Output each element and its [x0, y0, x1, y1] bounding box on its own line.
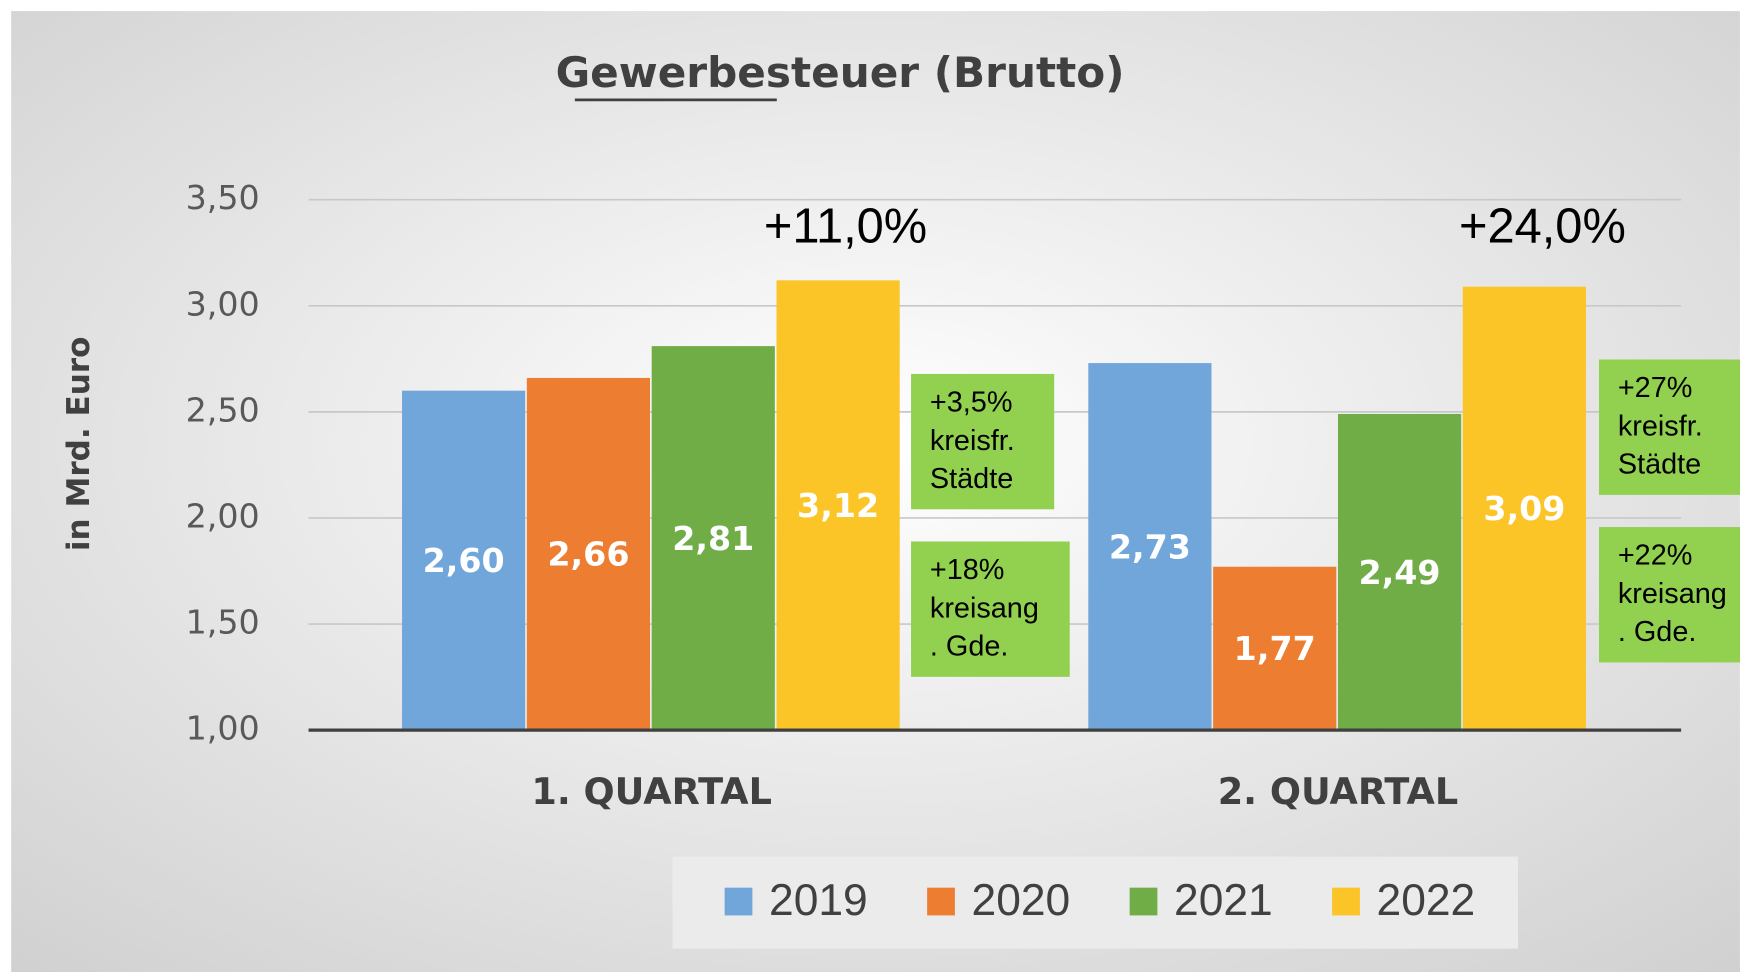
note-text: kreisfr. [1618, 410, 1703, 442]
legend-swatch [1129, 887, 1158, 916]
y-tick-label: 3,00 [186, 284, 260, 323]
note-text: +22% [1618, 540, 1693, 572]
note-text: +18% [930, 554, 1005, 586]
note-text: Städte [1618, 449, 1701, 481]
note-text: . Gde. [1618, 616, 1697, 648]
note-box [911, 373, 1055, 510]
note-text: kreisang [1618, 578, 1727, 610]
x-tick-label: 2. QUARTAL [1218, 770, 1459, 813]
bar [526, 377, 651, 731]
value-label: 1,77 [1234, 629, 1316, 668]
annotation: +11,0% [764, 200, 927, 254]
note-box [1599, 527, 1740, 663]
chart-title: Gewerbesteuer (Brutto) [556, 48, 1125, 97]
bar [1213, 566, 1337, 731]
note-text: kreisfr. [930, 425, 1015, 457]
y-tick-label: 1,00 [186, 709, 260, 748]
note-text: . Gde. [930, 631, 1009, 663]
legend-label: 2022 [1377, 876, 1476, 925]
value-label: 3,12 [797, 486, 879, 525]
y-tick-label: 3,50 [186, 178, 260, 217]
legend-label: 2019 [769, 876, 868, 925]
value-label: 2,66 [547, 535, 629, 574]
x-tick-label: 1. QUARTAL [531, 770, 772, 813]
value-label: 2,49 [1359, 553, 1441, 592]
legend-label: 2021 [1174, 876, 1273, 925]
value-label: 2,81 [672, 519, 754, 558]
note-box [1599, 359, 1740, 495]
y-axis-label: in Mrd. Euro [61, 337, 97, 552]
note-text: kreisang [930, 592, 1039, 624]
note-text: Städte [930, 463, 1013, 495]
note-box [911, 541, 1070, 677]
y-tick-label: 1,50 [186, 603, 260, 642]
value-label: 3,09 [1483, 489, 1565, 528]
annotation: +24,0% [1459, 200, 1626, 254]
bar [651, 346, 775, 731]
legend-label: 2020 [972, 876, 1071, 925]
y-tick-label: 2,00 [186, 496, 260, 535]
legend-swatch [1332, 887, 1360, 916]
note-text: +27% [1618, 372, 1693, 404]
bar [1462, 286, 1586, 731]
value-label: 2,60 [423, 541, 505, 580]
bar [776, 280, 900, 731]
y-tick-label: 2,50 [186, 390, 260, 429]
legend-background [672, 856, 1518, 949]
bar [1088, 363, 1212, 731]
bar [402, 390, 526, 731]
note-text: +3,5% [930, 387, 1013, 419]
legend-swatch [927, 887, 955, 916]
legend-swatch [724, 887, 753, 916]
bar [1337, 414, 1462, 731]
value-label: 2,73 [1109, 527, 1191, 566]
